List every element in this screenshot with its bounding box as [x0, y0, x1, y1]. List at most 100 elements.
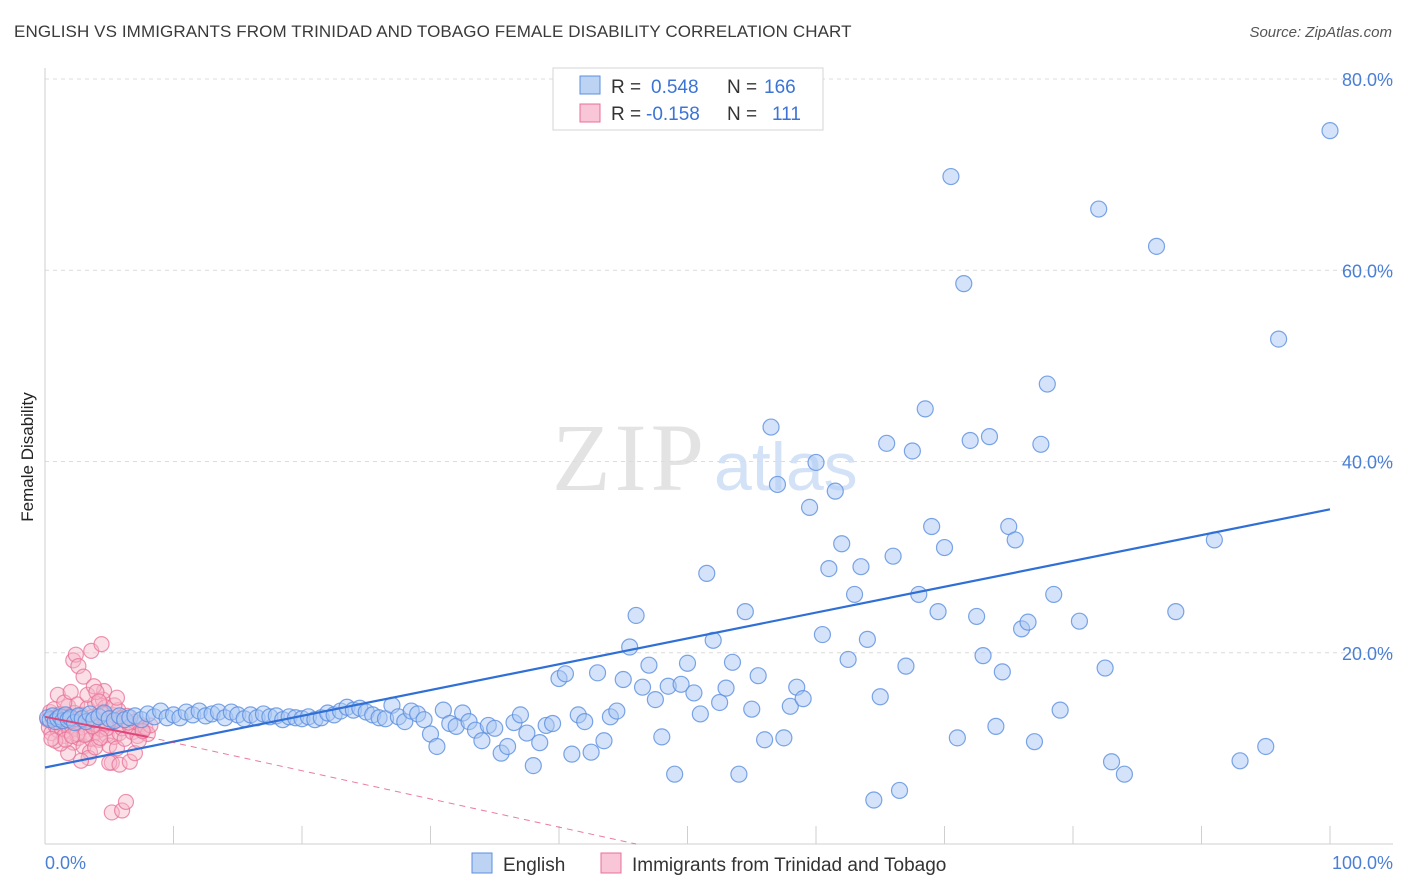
legend-english-swatch [471, 852, 493, 874]
english-point [646, 691, 664, 709]
english-point [1090, 200, 1108, 218]
legend-r-label-1: R = [611, 77, 641, 98]
english-point [923, 517, 941, 536]
immigrants-point [103, 804, 120, 821]
english-point [1102, 753, 1121, 771]
english-point [473, 732, 491, 750]
english-point [775, 729, 793, 747]
legend-swatch-immigrants [579, 103, 601, 123]
english-point [511, 706, 530, 724]
english-point [755, 731, 774, 749]
english-point [1019, 613, 1037, 631]
immigrants-point [121, 753, 138, 770]
english-point [813, 625, 832, 644]
english-point [486, 719, 504, 737]
english-point [698, 564, 716, 582]
english-point [531, 734, 549, 752]
english-point [942, 167, 960, 186]
legend-english-label: English [503, 855, 565, 876]
immigrants-point [75, 668, 92, 685]
english-point [871, 688, 889, 706]
english-point [717, 679, 735, 697]
english-point [499, 737, 517, 756]
y-tick-label-1: 40.0% [1342, 453, 1393, 473]
immigrants-trend-extension [147, 736, 637, 845]
immigrants-point [113, 802, 131, 819]
english-point [890, 781, 909, 800]
english-point [1231, 752, 1249, 770]
english-point [974, 647, 992, 665]
immigrants-point [88, 683, 105, 701]
english-point [845, 585, 864, 604]
gridlines [45, 78, 1393, 654]
english-point [1257, 737, 1275, 756]
english-point [826, 482, 844, 500]
y-tick-label-2: 60.0% [1342, 261, 1393, 281]
stats-legend: R = 0.548 N = 166 R = -0.158 N = 111 [552, 67, 824, 131]
english-point [948, 729, 966, 747]
immigrants-point [70, 658, 87, 675]
english-point [1025, 733, 1044, 751]
english-point [807, 453, 825, 472]
legend-n-label-2: N = [727, 104, 757, 125]
english-point [987, 717, 1005, 735]
legend-r-value-1: 0.548 [651, 77, 699, 98]
english-point [730, 765, 748, 783]
english-point [653, 728, 671, 746]
english-point [852, 558, 870, 576]
english-point [878, 434, 896, 452]
immigrants-point [93, 636, 110, 653]
series-legend: English Immigrants from Trinidad and Tob… [471, 852, 946, 876]
english-point [743, 700, 761, 718]
immigrants-point [117, 793, 135, 811]
english-point [563, 745, 581, 763]
english-point [723, 653, 742, 671]
english-point [556, 665, 575, 683]
english-point [678, 654, 697, 672]
immigrants-trend-line [44, 715, 148, 738]
english-point [576, 712, 594, 731]
english-point [955, 275, 973, 293]
immigrants-point [87, 739, 104, 756]
legend-n-label-1: N = [727, 77, 757, 98]
x-tick-label-0: 0.0% [45, 853, 86, 873]
y-tick-label-3: 80.0% [1342, 70, 1393, 90]
legend-immigrants-swatch [600, 852, 622, 874]
english-point [1045, 585, 1063, 604]
immigrants-point [43, 730, 60, 747]
english-point [968, 607, 986, 626]
english-point [1006, 531, 1024, 549]
legend-n-value-2: 111 [772, 104, 801, 125]
english-point [691, 705, 709, 723]
english-point [1269, 330, 1288, 348]
legend-r-value-2: -0.158 [646, 104, 700, 125]
english-point [428, 737, 446, 756]
watermark-zip: ZIP [552, 404, 708, 511]
english-point [711, 693, 729, 712]
immigrants-point [111, 756, 128, 773]
english-point [1321, 122, 1339, 140]
english-point [627, 606, 645, 625]
english-point [794, 690, 812, 708]
english-point [916, 400, 934, 418]
english-point [595, 732, 613, 750]
english-point [833, 535, 851, 553]
english-point [800, 498, 819, 516]
y-axis-title: Female Disability [18, 392, 37, 522]
trend-lines [44, 508, 1331, 845]
english-point [633, 678, 652, 696]
chart-title: ENGLISH VS IMMIGRANTS FROM TRINIDAD AND … [14, 22, 852, 41]
english-point [582, 743, 600, 761]
english-point [980, 428, 999, 446]
english-point [685, 684, 703, 702]
x-tick-label-1: 100.0% [1332, 853, 1393, 873]
english-point [897, 657, 915, 675]
english-point [736, 603, 754, 621]
y-tick-label-0: 20.0% [1342, 644, 1393, 664]
english-point [1167, 603, 1185, 621]
legend-swatch-english [579, 75, 601, 95]
tick-labels: 20.0% 40.0% 60.0% 80.0% 0.0% 100.0% [45, 70, 1393, 873]
immigrants-point [108, 689, 126, 706]
legend-immigrants-label: Immigrants from Trinidad and Tobago [632, 855, 946, 876]
